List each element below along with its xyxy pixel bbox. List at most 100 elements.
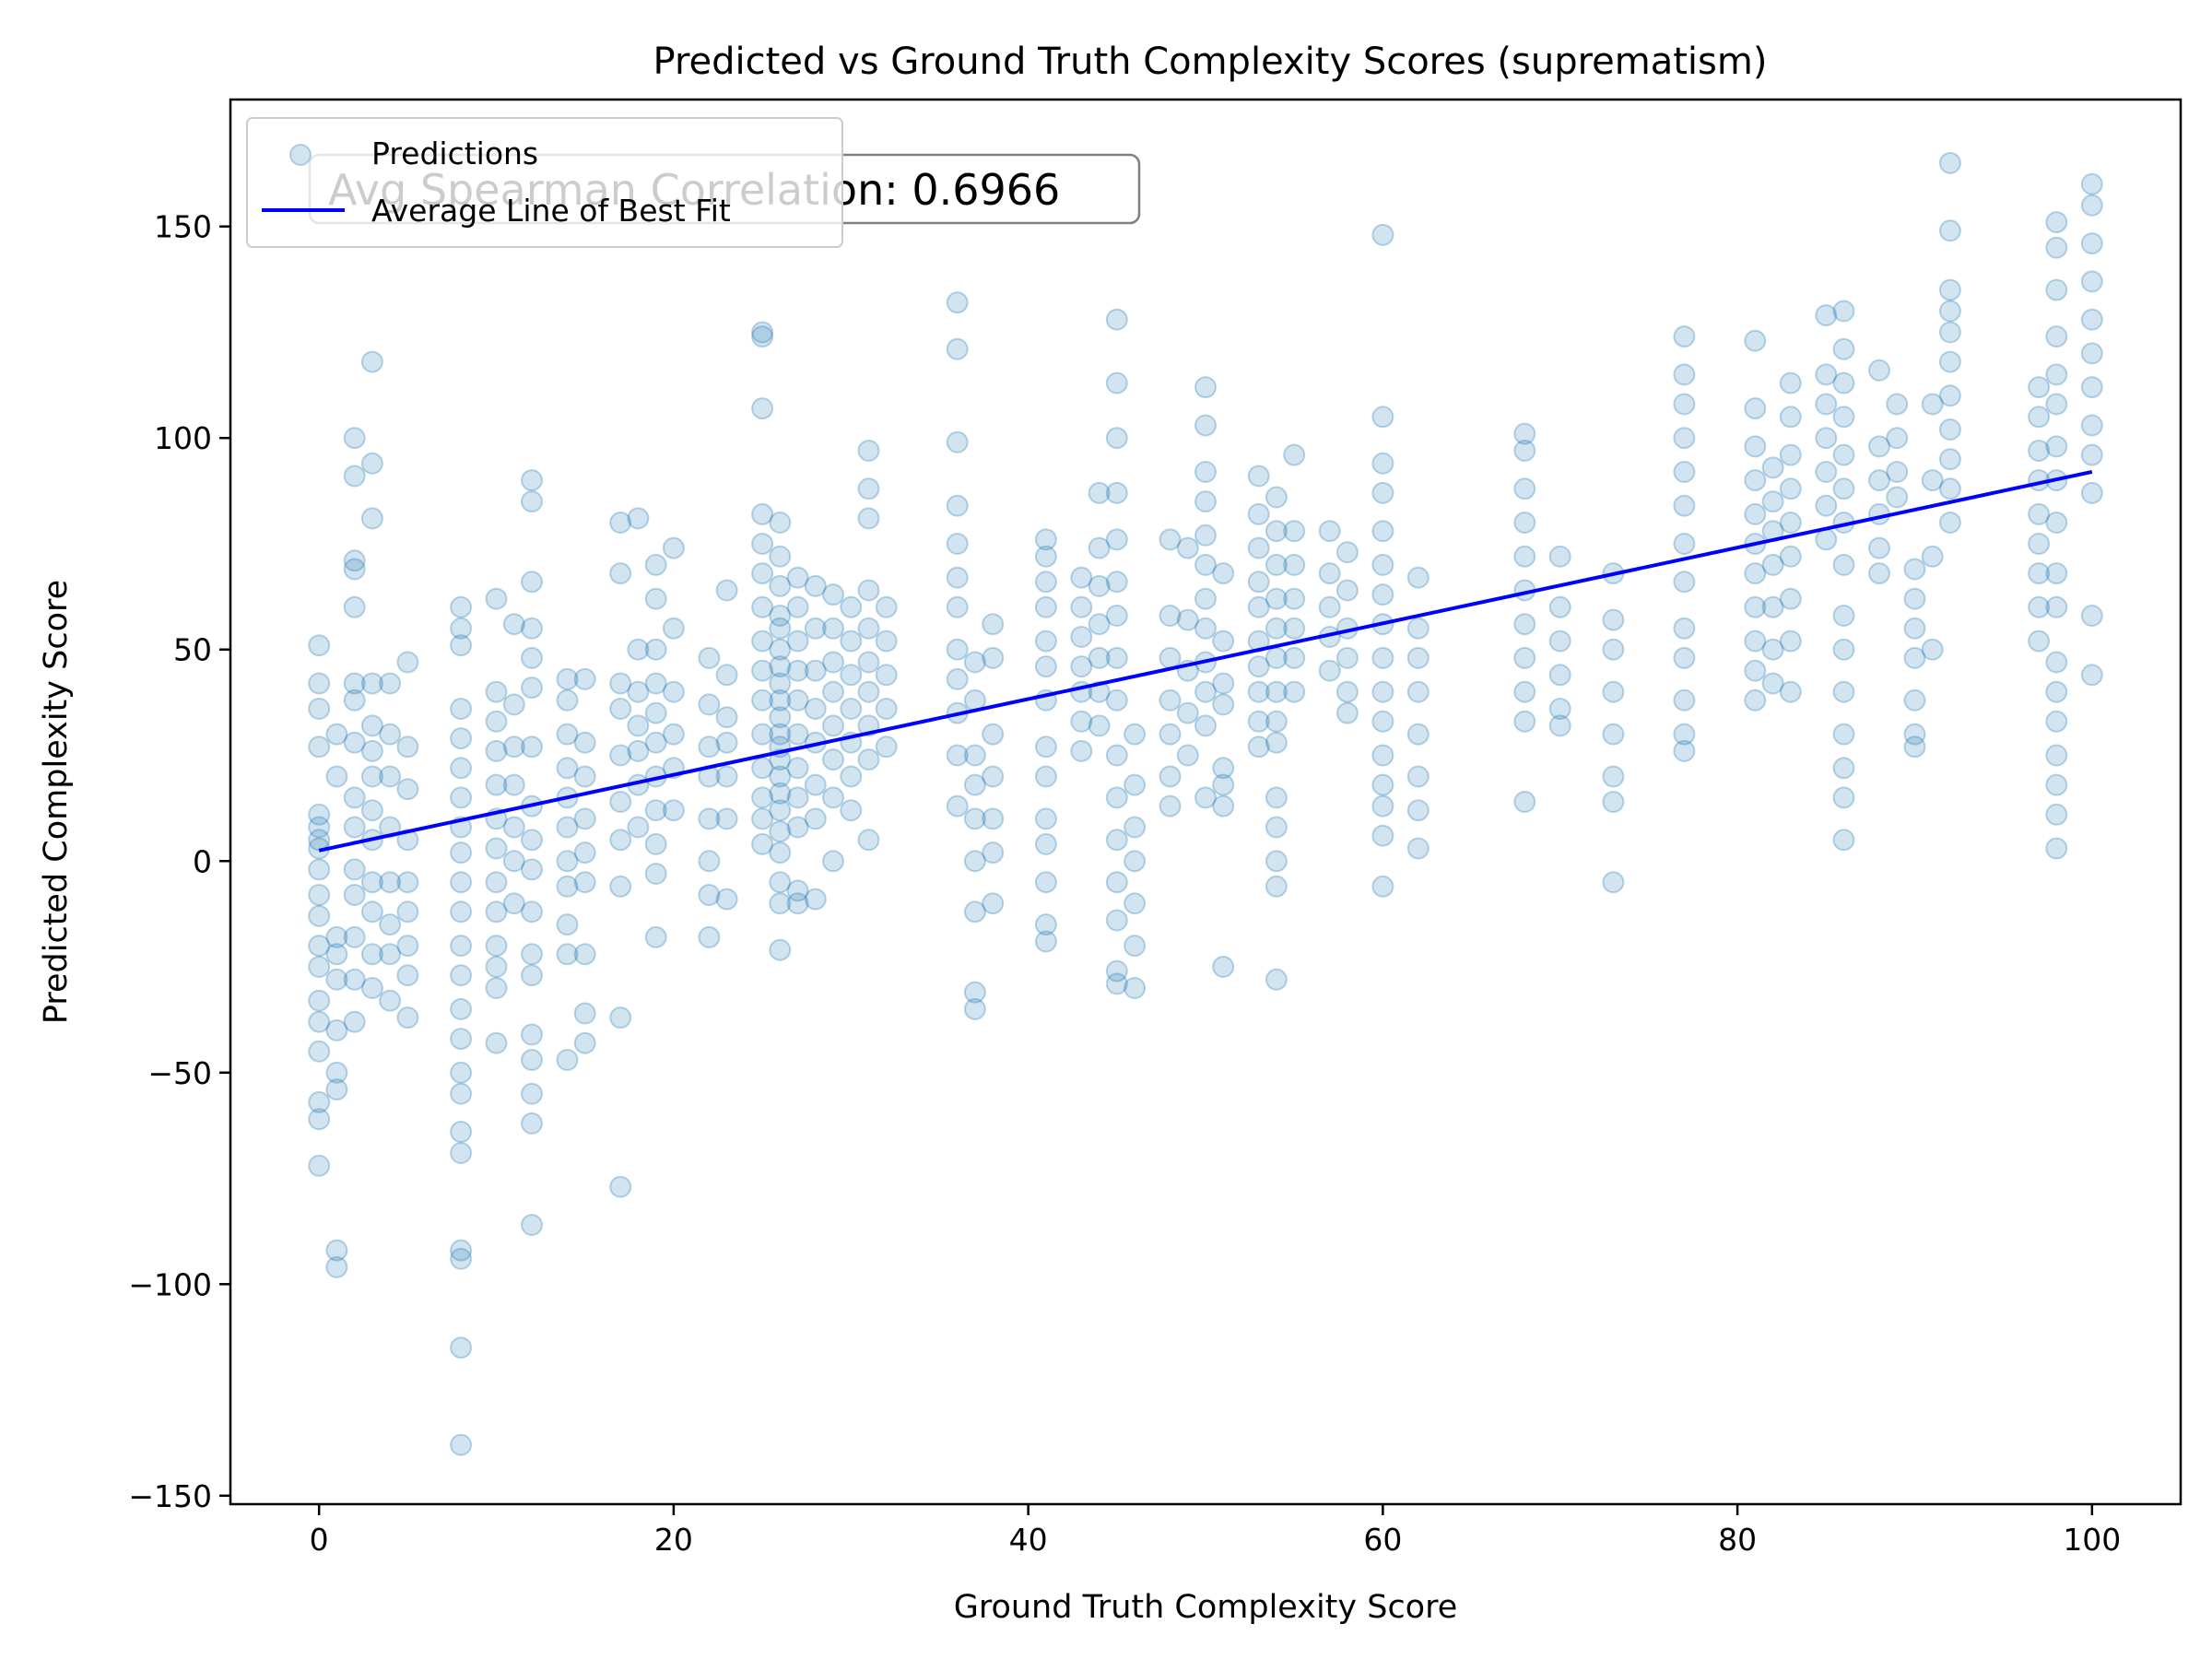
data-point xyxy=(360,977,383,999)
data-point xyxy=(840,629,863,653)
data-point xyxy=(450,757,473,780)
data-point xyxy=(644,863,667,885)
data-point xyxy=(1265,553,1288,576)
data-point xyxy=(308,956,331,978)
data-point xyxy=(2045,651,2068,674)
data-point xyxy=(609,791,632,813)
data-point xyxy=(1105,371,1128,394)
data-point xyxy=(769,820,792,843)
data-point xyxy=(521,1049,543,1071)
data-point xyxy=(1194,524,1217,547)
y-tick-label: −50 xyxy=(147,1055,212,1091)
data-point xyxy=(1832,829,1855,852)
data-point xyxy=(786,566,809,589)
data-point xyxy=(1371,773,1394,796)
data-point xyxy=(1744,502,1767,525)
data-point xyxy=(521,1023,543,1046)
data-point xyxy=(1779,587,1802,610)
y-tick-label: 100 xyxy=(154,420,212,456)
data-point xyxy=(662,680,685,703)
data-point xyxy=(769,723,792,746)
x-tick-label: 0 xyxy=(310,1522,329,1558)
data-point xyxy=(804,574,827,597)
data-point xyxy=(1921,638,1944,661)
data-point xyxy=(786,879,809,902)
data-point xyxy=(715,664,738,687)
data-point xyxy=(556,816,579,839)
data-point xyxy=(769,706,792,729)
data-point xyxy=(840,799,863,822)
data-point xyxy=(343,688,366,712)
data-point xyxy=(698,646,721,669)
data-point xyxy=(450,595,473,618)
data-point xyxy=(644,832,667,855)
data-point xyxy=(1921,545,1944,568)
data-point xyxy=(786,816,809,839)
data-point xyxy=(786,629,809,653)
data-point xyxy=(644,925,667,948)
data-point xyxy=(1247,536,1270,559)
data-point xyxy=(396,871,419,894)
data-point xyxy=(1283,646,1306,669)
data-point xyxy=(2080,194,2103,217)
data-point xyxy=(857,477,880,500)
data-point xyxy=(1548,629,1571,653)
data-point xyxy=(485,680,508,703)
data-point xyxy=(396,1006,419,1030)
data-point xyxy=(1602,871,1625,894)
data-point xyxy=(1832,406,1855,429)
data-point xyxy=(1070,566,1093,589)
data-point xyxy=(1159,688,1182,712)
data-point xyxy=(786,723,809,746)
data-point xyxy=(1815,427,1838,450)
data-point xyxy=(573,765,596,788)
data-point xyxy=(963,773,986,796)
data-point xyxy=(1673,325,1696,348)
data-point xyxy=(804,888,827,911)
data-point xyxy=(1673,494,1696,517)
data-point xyxy=(715,579,738,602)
data-point xyxy=(1868,562,1890,585)
data-point xyxy=(308,672,331,695)
data-point xyxy=(982,807,1005,830)
data-point xyxy=(1194,461,1217,483)
data-point xyxy=(1744,595,1767,618)
data-point xyxy=(804,617,827,640)
x-axis: 0 20 40 60 80 100 xyxy=(310,1504,2121,1558)
data-point xyxy=(1194,617,1217,640)
data-point xyxy=(698,735,721,759)
data-point xyxy=(485,739,508,762)
data-point xyxy=(1034,765,1057,788)
data-point xyxy=(2080,270,2103,293)
data-point xyxy=(1105,646,1128,669)
data-point xyxy=(1938,384,1961,407)
data-point xyxy=(662,799,685,822)
data-point xyxy=(1779,477,1802,500)
data-point xyxy=(308,1154,331,1177)
data-point xyxy=(1406,765,1430,788)
data-point xyxy=(875,735,898,759)
data-point xyxy=(521,943,543,966)
data-point xyxy=(1779,680,1802,703)
data-point xyxy=(308,634,331,657)
data-point xyxy=(1070,595,1093,618)
data-point xyxy=(963,850,986,873)
data-point xyxy=(1105,909,1128,932)
data-point xyxy=(2080,414,2103,437)
data-point xyxy=(1673,617,1696,640)
data-point xyxy=(2045,710,2068,733)
data-point xyxy=(1673,427,1696,450)
data-point xyxy=(450,1247,473,1270)
data-point xyxy=(751,723,774,746)
data-point xyxy=(308,698,331,720)
data-point xyxy=(556,913,579,936)
data-point xyxy=(627,816,650,839)
data-point xyxy=(308,1010,331,1033)
data-point xyxy=(379,765,402,788)
data-point xyxy=(1406,837,1430,860)
data-point xyxy=(1283,587,1306,610)
data-point xyxy=(450,1336,473,1359)
data-point xyxy=(1406,799,1430,822)
data-point xyxy=(360,672,383,695)
data-point xyxy=(1938,300,1961,323)
